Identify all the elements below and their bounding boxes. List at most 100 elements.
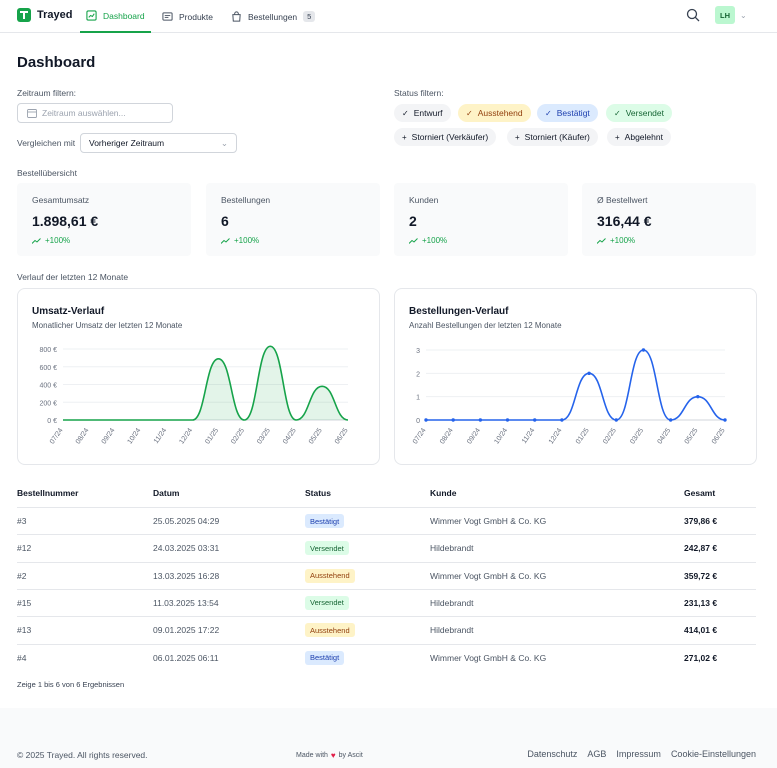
top-navigation: Trayed Dashboard Produkte Bestellungen 5… [0,0,777,33]
status-filter-label: Status filtern: [394,88,444,98]
footer-link-datenschutz[interactable]: Datenschutz [527,749,578,759]
chevron-down-icon: ⌄ [220,137,228,148]
order-total: 359,72 € [684,570,718,581]
chip-ausstehend[interactable]: ✓ Ausstehend [458,104,531,122]
date-range-input[interactable]: Zeitraum auswählen... [17,103,173,123]
stat-card-customers: Kunden 2 +100% [394,183,568,256]
orders-chart: 3 2 1 0 07/24 08/24 09/24 10/24 11/24 12/24 01/25 0… [412,348,727,446]
chip-storniert-kaeufer[interactable]: + Storniert (Käufer) [507,128,598,146]
customer-name: Hildebrandt [430,625,474,636]
made-by-text: by Ascit [338,752,363,759]
table-row[interactable]: #3 25.05.2025 04:29 Bestätigt Wimmer Vogt G… [17,507,756,534]
stat-value: 6 [221,213,229,229]
y-tick-label: 1 [416,395,420,402]
order-total: 379,86 € [684,516,718,526]
order-date: 11.03.2025 13:54 [153,597,219,608]
stat-delta: +100% [597,236,635,245]
col-header-status[interactable]: Status [305,488,331,498]
chip-label: Storniert (Käufer) [524,132,590,142]
trending-up-icon [409,237,418,244]
footer-link-cookies[interactable]: Cookie-Einstellungen [670,749,756,759]
col-header-total[interactable]: Gesamt [684,488,716,498]
chip-entwurf[interactable]: ✓ Entwurf [394,104,451,122]
data-point [696,394,700,399]
plus-icon: + [615,132,620,142]
x-tick-label: 12/24 [548,427,564,445]
x-tick-label: 11/24 [521,427,537,445]
table-row[interactable]: #15 11.03.2025 13:54 Versendet Hildebrandt 2… [17,588,756,616]
y-tick-label: 0 [416,418,420,425]
search-icon[interactable] [686,8,700,22]
products-icon [162,12,173,21]
table-row[interactable]: #4 06.01.2025 06:11 Bestätigt Wimmer Vogt G… [17,643,756,671]
data-point [641,348,646,352]
status-badge: Versendet [305,541,349,556]
x-tick-label: 01/25 [575,427,591,445]
trending-up-icon [221,237,230,244]
tab-bestellungen[interactable]: Bestellungen 5 [231,0,316,33]
chip-label: Abgelehnt [624,132,663,142]
chart-title: Umsatz-Verlauf [32,306,105,317]
order-date: 25.05.2025 04:29 [153,516,220,526]
data-point [587,371,591,376]
stat-label: Ø Bestellwert [597,195,648,205]
x-tick-label: 12/24 [178,427,194,445]
data-point [560,418,564,422]
chip-bestaetigt[interactable]: ✓ Bestätigt [537,104,598,122]
compare-select[interactable]: Vorheriger Zeitraum ⌄ [80,133,237,153]
x-tick-label: 02/25 [602,427,618,445]
status-badge: Bestätigt [305,650,345,665]
shopping-bag-icon [232,11,241,22]
chip-storniert-verkaeufer[interactable]: + Storniert (Verkäufer) [394,128,497,146]
chart-title: Bestellungen-Verlauf [409,306,509,317]
x-tick-label: 08/24 [439,427,455,445]
logo-icon [17,8,31,22]
chip-versendet[interactable]: ✓ Versendet [606,104,672,122]
order-total: 414,01 € [684,625,718,636]
chart-subtitle: Anzahl Bestellungen der letzten 12 Monat… [409,321,562,330]
chevron-down-icon[interactable]: ⌄ [740,11,747,20]
x-tick-label: 08/24 [75,427,91,445]
tab-produkte[interactable]: Produkte [162,0,213,33]
tab-dashboard[interactable]: Dashboard [80,0,151,33]
x-tick-label: 04/25 [656,427,672,445]
delta-value: +100% [45,236,71,245]
order-date: 24.03.2025 03:31 [153,543,220,554]
chip-label: Versendet [625,108,664,118]
x-tick-label: 09/24 [101,427,117,445]
col-header-customer[interactable]: Kunde [430,488,457,498]
user-avatar[interactable]: LH [715,6,735,24]
brand-name: Trayed [37,9,73,21]
customer-name: Wimmer Vogt GmbH & Co. KG [430,652,547,663]
table-row[interactable]: #2 13.03.2025 16:28 Ausstehend Wimmer Vogt … [17,561,756,589]
data-point [505,418,510,422]
stat-label: Kunden [409,195,439,205]
order-number: #12 [17,543,32,554]
stat-value: 316,44 € [597,213,652,229]
y-tick-label: 0 € [47,418,57,425]
chip-label: Storniert (Verkäufer) [411,132,489,142]
footer-link-impressum[interactable]: Impressum [616,749,661,759]
col-header-order-number[interactable]: Bestellnummer [17,488,79,498]
x-tick-label: 05/25 [684,427,700,445]
table-row[interactable]: #12 24.03.2025 03:31 Versendet Hildebrandt 2… [17,534,756,561]
data-point [424,418,428,422]
col-header-date[interactable]: Datum [153,488,180,498]
status-badge: Bestätigt [305,514,345,528]
brand-logo[interactable]: Trayed [17,8,72,22]
footer: © 2025 Trayed. All rights reserved. Made… [0,708,777,768]
stat-label: Gesamtumsatz [32,195,90,205]
stat-label: Bestellungen [221,195,271,205]
table-row[interactable]: #13 09.01.2025 17:22 Ausstehend Hildebrandt… [17,616,756,643]
x-tick-label: 06/25 [334,427,350,445]
tab-label: Produkte [179,11,214,22]
y-tick-label: 3 [416,348,420,355]
order-total: 271,02 € [684,652,718,663]
footer-link-agb[interactable]: AGB [587,749,607,759]
stat-delta: +100% [32,236,70,245]
data-point [478,418,483,422]
chip-abgelehnt[interactable]: + Abgelehnt [607,128,671,146]
y-tick-label: 2 [416,371,420,378]
x-tick-label: 03/25 [629,427,645,445]
customer-name: Hildebrandt [430,543,474,554]
